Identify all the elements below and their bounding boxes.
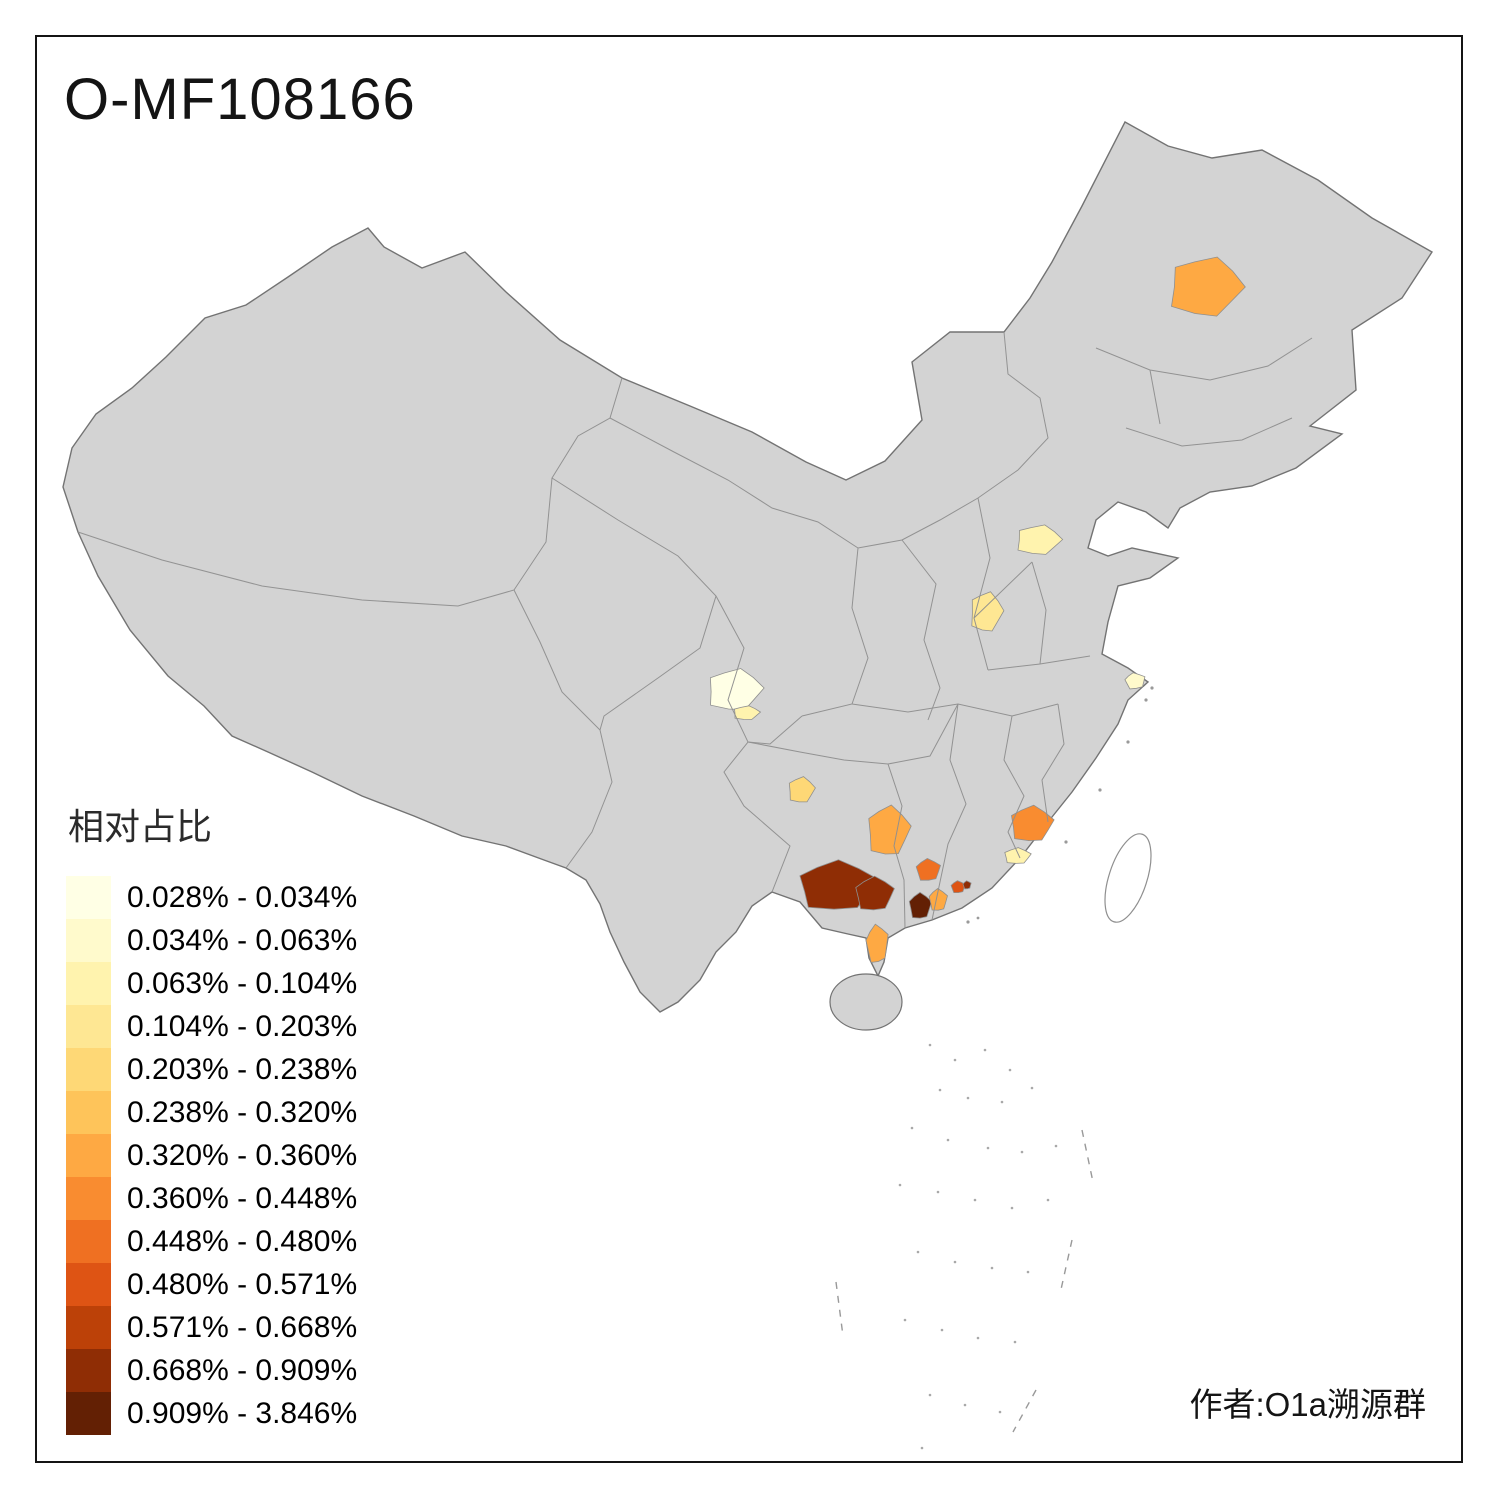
highlighted-region: [908, 891, 933, 919]
highlighted-region: [788, 776, 816, 803]
legend-label: 0.034% - 0.063%: [127, 923, 358, 957]
legend-swatch: [66, 1134, 111, 1177]
legend-row: 0.571% - 0.668%: [66, 1306, 357, 1349]
legend-row: 0.063% - 0.104%: [66, 962, 357, 1005]
highlighted-region: [1004, 847, 1032, 864]
legend-title: 相对占比: [68, 806, 213, 847]
legend-swatch: [66, 1392, 111, 1435]
legend-label: 0.203% - 0.238%: [127, 1052, 358, 1086]
legend-swatch: [66, 1263, 111, 1306]
highlighted-region: [709, 668, 765, 711]
legend-swatch: [66, 1349, 111, 1392]
hainan-island: [829, 973, 903, 1031]
legend-row: 0.104% - 0.203%: [66, 1005, 357, 1048]
highlighted-region: [1124, 672, 1146, 690]
province-borders: [77, 331, 1313, 929]
legend-swatch: [66, 962, 111, 1005]
legend-row: 0.448% - 0.480%: [66, 1220, 357, 1263]
legend-label: 0.909% - 3.846%: [127, 1396, 358, 1430]
highlighted-region: [734, 705, 762, 720]
legend-items: 0.028% - 0.034% 0.034% - 0.063% 0.063% - 0…: [66, 876, 357, 1435]
legend-label: 0.360% - 0.448%: [127, 1181, 358, 1215]
legend-swatch: [66, 1048, 111, 1091]
legend-row: 0.480% - 0.571%: [66, 1263, 357, 1306]
page-title: O-MF108166: [64, 67, 416, 132]
legend-swatch: [66, 1005, 111, 1048]
legend-row: 0.203% - 0.238%: [66, 1048, 357, 1091]
legend-swatch: [66, 1177, 111, 1220]
legend-label: 0.448% - 0.480%: [127, 1224, 358, 1258]
highlighted-region: [868, 804, 912, 855]
legend-label: 0.104% - 0.203%: [127, 1009, 358, 1043]
highlighted-region: [950, 880, 966, 893]
legend-swatch: [66, 919, 111, 962]
legend-row: 0.909% - 3.846%: [66, 1392, 357, 1435]
author-credit: 作者:O1a溯源群: [1189, 1386, 1426, 1423]
legend-row: 0.028% - 0.034%: [66, 876, 357, 919]
legend-row: 0.360% - 0.448%: [66, 1177, 357, 1220]
coastal-islands: [966, 686, 1154, 924]
highlighted-region: [1011, 804, 1055, 842]
highlighted-region: [962, 880, 972, 890]
legend-label: 0.238% - 0.320%: [127, 1095, 358, 1129]
legend: 相对占比 0.028% - 0.034% 0.034% - 0.063% 0.063…: [66, 798, 357, 1435]
legend-label: 0.668% - 0.909%: [127, 1353, 358, 1387]
highlighted-region: [855, 875, 895, 911]
legend-label: 0.063% - 0.104%: [127, 966, 358, 1000]
sea-dashed-lines: [835, 1129, 1094, 1433]
legend-swatch: [66, 1091, 111, 1134]
legend-row: 0.668% - 0.909%: [66, 1349, 357, 1392]
highlighted-region: [971, 591, 1005, 632]
taiwan-island: [1104, 833, 1152, 923]
legend-label: 0.028% - 0.034%: [127, 880, 358, 914]
legend-row: 0.034% - 0.063%: [66, 919, 357, 962]
highlighted-regions: [709, 256, 1246, 963]
highlighted-region: [915, 858, 941, 881]
legend-row: 0.238% - 0.320%: [66, 1091, 357, 1134]
legend-row: 0.320% - 0.360%: [66, 1134, 357, 1177]
highlighted-region: [1017, 524, 1064, 555]
legend-label: 0.320% - 0.360%: [127, 1138, 358, 1172]
legend-swatch: [66, 1220, 111, 1263]
sea-islands: [898, 1043, 1058, 1450]
highlighted-region: [865, 923, 889, 963]
legend-swatch: [66, 876, 111, 919]
legend-label: 0.571% - 0.668%: [127, 1310, 358, 1344]
china-outline: [62, 121, 1433, 1013]
highlighted-region: [1171, 256, 1246, 317]
legend-swatch: [66, 1306, 111, 1349]
legend-label: 0.480% - 0.571%: [127, 1267, 358, 1301]
